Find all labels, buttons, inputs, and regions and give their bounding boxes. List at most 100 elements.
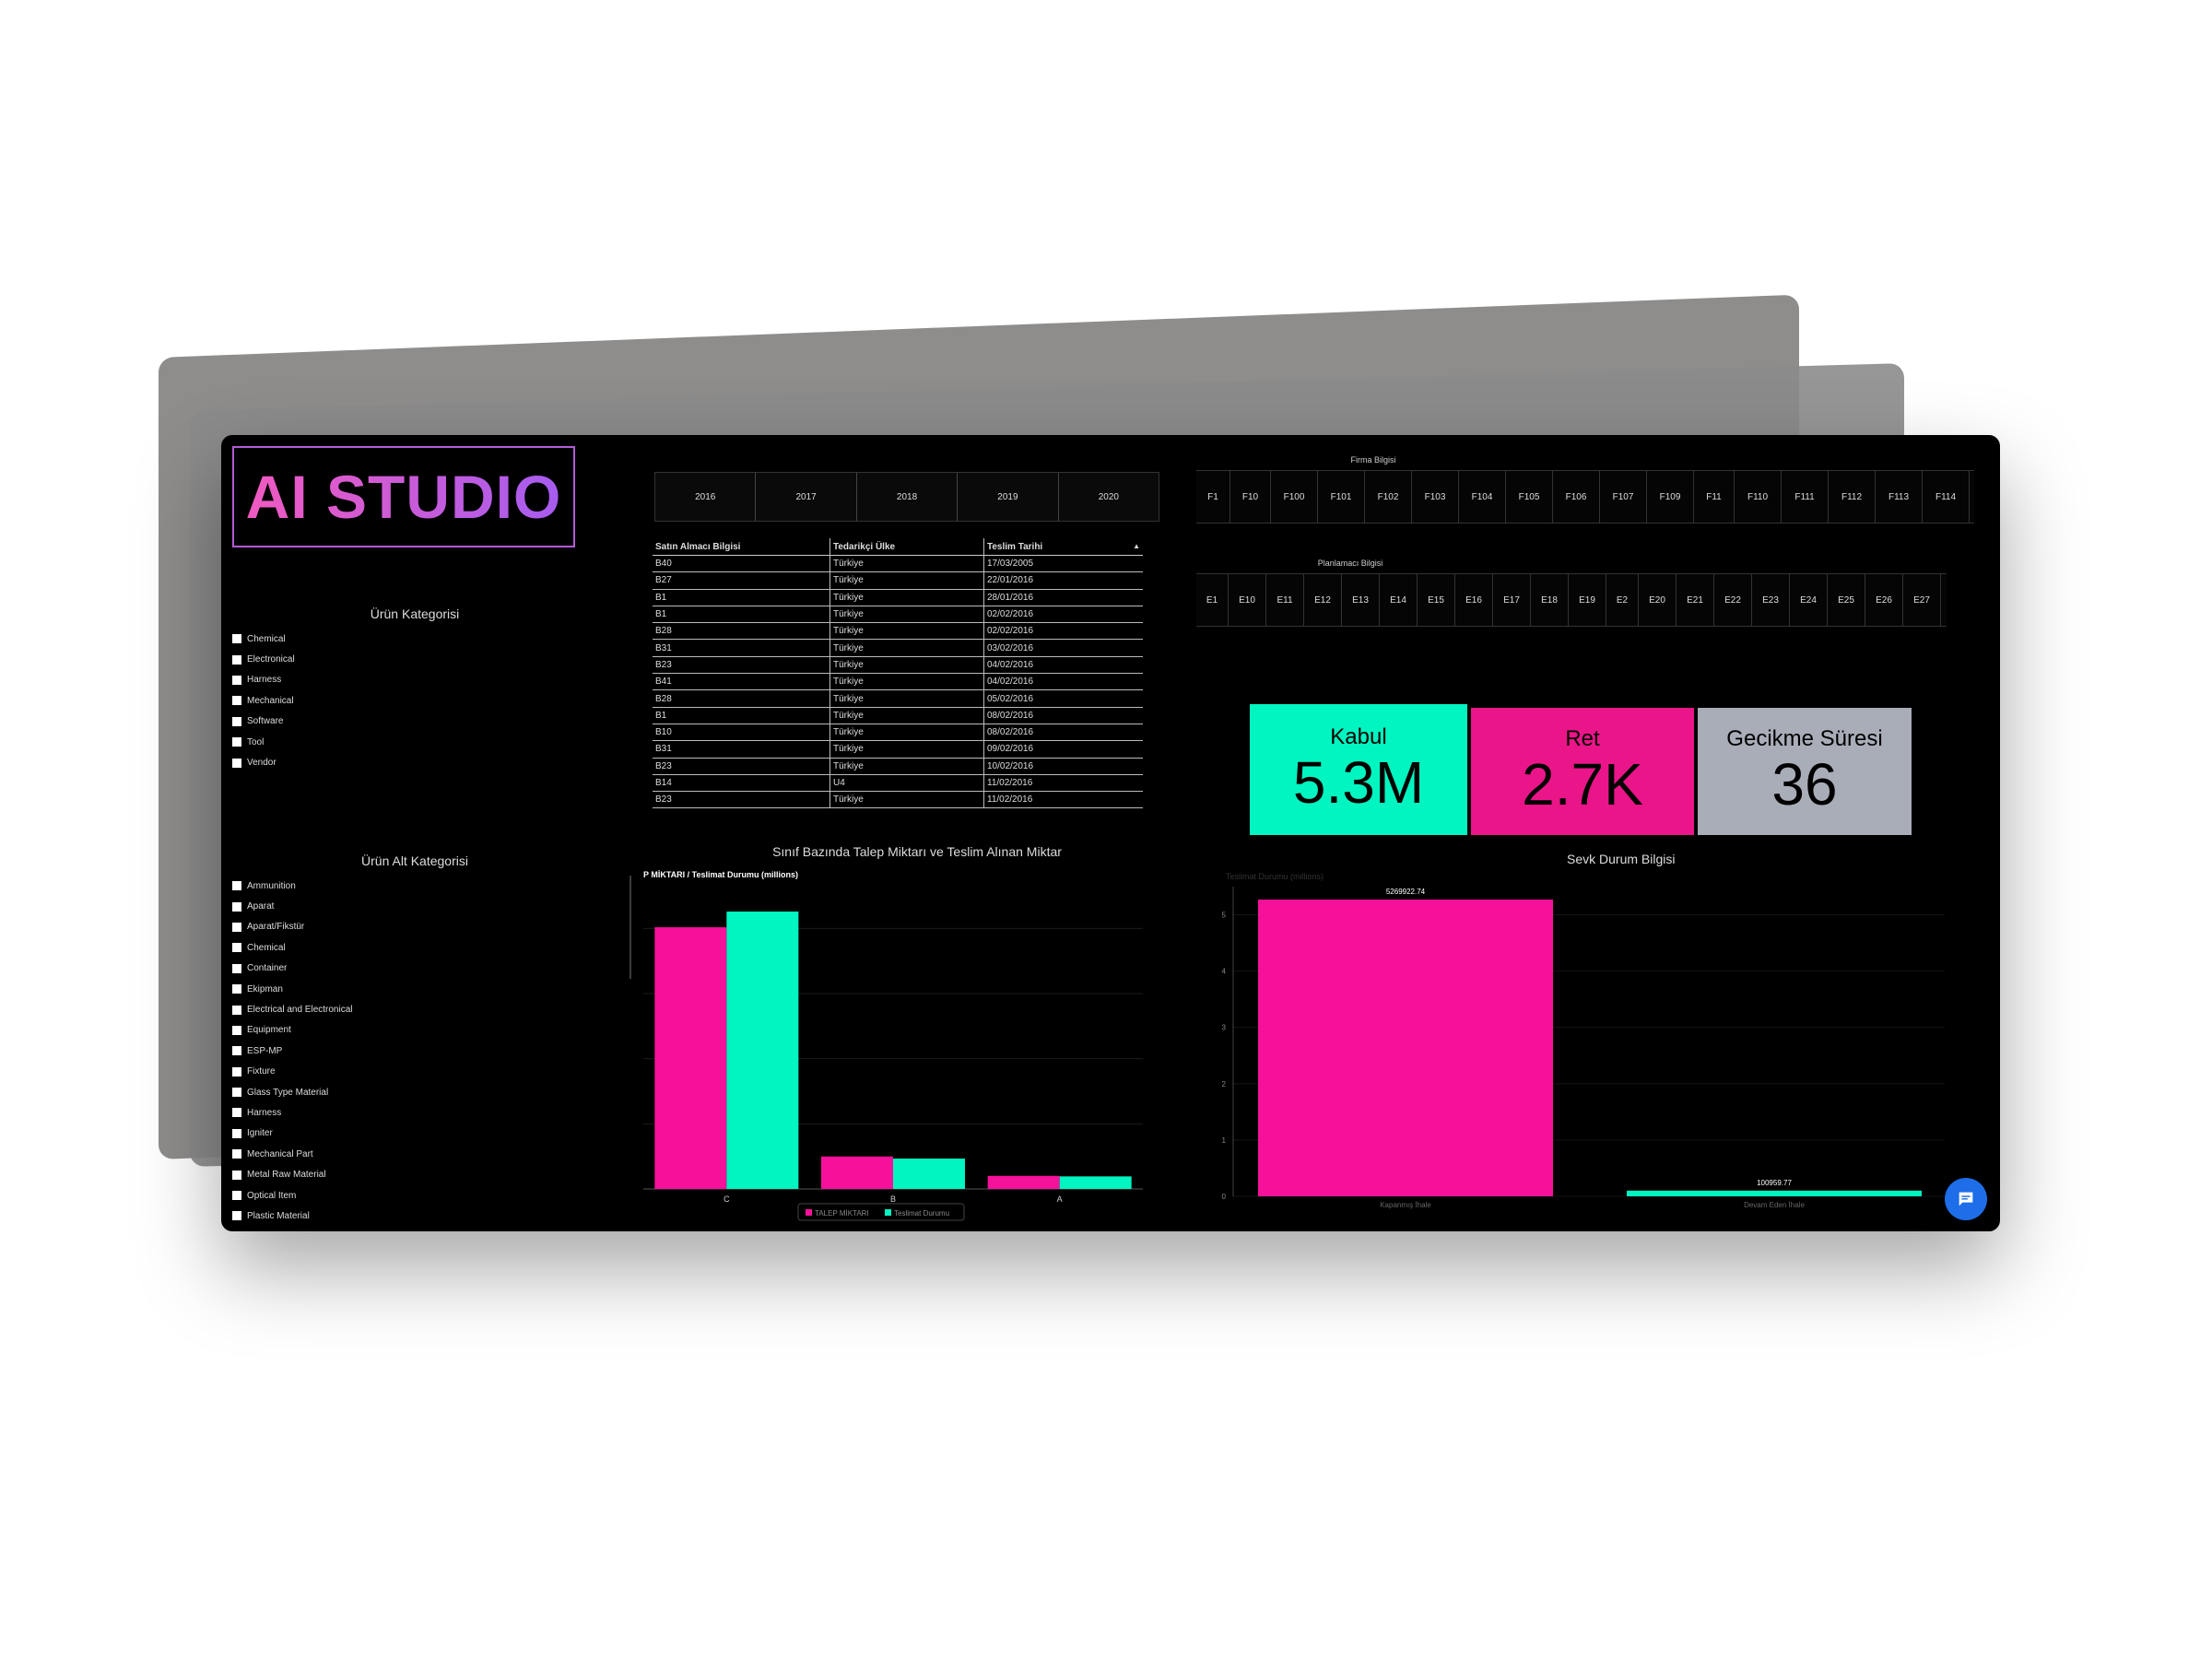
checkbox[interactable] bbox=[232, 1211, 241, 1221]
col-header-tedarikci-ulke[interactable]: Tedarikçi Ülke bbox=[830, 538, 984, 556]
chart1-legend-label[interactable]: Teslimat Durumu bbox=[894, 1209, 949, 1218]
table-row[interactable]: B23 Türkiye 11/02/2016 bbox=[653, 791, 1143, 809]
filter-chip-e24[interactable]: E24 bbox=[1790, 574, 1828, 626]
filter-chip-e11[interactable]: E11 bbox=[1266, 574, 1304, 626]
table-row[interactable]: B28 Türkiye 05/02/2016 bbox=[653, 689, 1143, 708]
filter-chip-e17[interactable]: E17 bbox=[1493, 574, 1531, 626]
filter-chip-e15[interactable]: E15 bbox=[1418, 574, 1455, 626]
filter-chip-f113[interactable]: F113 bbox=[1876, 471, 1923, 523]
chart1-bar-a-talep-mi-ktari[interactable] bbox=[987, 1175, 1060, 1189]
checkbox[interactable] bbox=[232, 696, 241, 706]
checkbox[interactable] bbox=[232, 1128, 241, 1138]
table-row[interactable]: B27 Türkiye 22/01/2016 bbox=[653, 571, 1143, 590]
checkbox[interactable] bbox=[232, 716, 241, 726]
filter-chip-f104[interactable]: F104 bbox=[1459, 471, 1506, 523]
chat-button[interactable] bbox=[1945, 1178, 1987, 1220]
checkbox-item-chemical[interactable]: Chemical bbox=[232, 937, 509, 958]
checkbox[interactable] bbox=[232, 922, 241, 932]
checkbox-item-chemical[interactable]: Chemical bbox=[232, 629, 509, 649]
checkbox-item-vendor[interactable]: Vendor bbox=[232, 752, 509, 772]
checkbox-item-ekipman[interactable]: Ekipman bbox=[232, 979, 509, 999]
chart1-legend-label[interactable]: TALEP MİKTARI bbox=[815, 1209, 869, 1218]
filter-chip-e22[interactable]: E22 bbox=[1714, 574, 1752, 626]
filter-chip-e26[interactable]: E26 bbox=[1865, 574, 1903, 626]
checkbox-item-optical-item[interactable]: Optical Item bbox=[232, 1185, 509, 1206]
checkbox[interactable] bbox=[232, 901, 241, 912]
filter-chip-f101[interactable]: F101 bbox=[1318, 471, 1365, 523]
year-button-2018[interactable]: 2018 bbox=[856, 473, 959, 521]
filter-chip-e13[interactable]: E13 bbox=[1342, 574, 1380, 626]
col-header-teslim-tarihi[interactable]: Teslim Tarihi ▲ bbox=[983, 538, 1143, 556]
filter-chip-e23[interactable]: E23 bbox=[1752, 574, 1790, 626]
table-row[interactable]: B23 Türkiye 04/02/2016 bbox=[653, 656, 1143, 675]
checkbox-item-plastic-material[interactable]: Plastic Material bbox=[232, 1206, 509, 1226]
checkbox[interactable] bbox=[232, 943, 241, 953]
filter-chip-f1[interactable]: F1 bbox=[1196, 471, 1230, 523]
table-row[interactable]: B23 Türkiye 10/02/2016 bbox=[653, 758, 1143, 775]
checkbox-item-esp-mp[interactable]: ESP-MP bbox=[232, 1041, 509, 1061]
checkbox[interactable] bbox=[232, 1025, 241, 1035]
chart1-bar-c-teslimat-durumu[interactable] bbox=[726, 912, 799, 1189]
checkbox-item-metal-raw-material[interactable]: Metal Raw Material bbox=[232, 1164, 509, 1184]
checkbox[interactable] bbox=[232, 984, 241, 994]
year-button-2020[interactable]: 2020 bbox=[1058, 473, 1159, 521]
filter-chip-f112[interactable]: F112 bbox=[1829, 471, 1876, 523]
filter-chip-f109[interactable]: F109 bbox=[1647, 471, 1694, 523]
filter-chip-e20[interactable]: E20 bbox=[1639, 574, 1677, 626]
year-button-2019[interactable]: 2019 bbox=[958, 473, 1059, 521]
checkbox[interactable] bbox=[232, 1149, 241, 1159]
table-row[interactable]: B41 Türkiye 04/02/2016 bbox=[653, 673, 1143, 691]
chart1-bar-b-teslimat-durumu[interactable] bbox=[893, 1159, 965, 1189]
checkbox-item-aparat[interactable]: Aparat bbox=[232, 896, 509, 916]
table-row[interactable]: B14 U4 11/02/2016 bbox=[653, 774, 1143, 793]
table-row[interactable]: B10 Türkiye 08/02/2016 bbox=[653, 724, 1143, 742]
filter-chip-e21[interactable]: E21 bbox=[1677, 574, 1714, 626]
filter-chip-e10[interactable]: E10 bbox=[1229, 574, 1266, 626]
checkbox-item-electronical[interactable]: Electronical bbox=[232, 649, 509, 669]
filter-chip-f100[interactable]: F100 bbox=[1271, 471, 1318, 523]
checkbox[interactable] bbox=[232, 1046, 241, 1056]
filter-chip-f10[interactable]: F10 bbox=[1230, 471, 1271, 523]
checkbox[interactable] bbox=[232, 634, 241, 644]
checkbox-item-electrical-and-electronical[interactable]: Electrical and Electronical bbox=[232, 999, 509, 1019]
filter-chip-f107[interactable]: F107 bbox=[1600, 471, 1647, 523]
filter-chip-f110[interactable]: F110 bbox=[1735, 471, 1782, 523]
filter-chip-f11[interactable]: F11 bbox=[1694, 471, 1735, 523]
checkbox[interactable] bbox=[232, 1108, 241, 1118]
checkbox-item-software[interactable]: Software bbox=[232, 712, 509, 732]
filter-chip-e14[interactable]: E14 bbox=[1380, 574, 1418, 626]
table-row[interactable]: B31 Türkiye 09/02/2016 bbox=[653, 740, 1143, 759]
sort-up-icon[interactable]: ▲ bbox=[1133, 541, 1140, 550]
checkbox-item-harness[interactable]: Harness bbox=[232, 670, 509, 690]
checkbox-item-equipment[interactable]: Equipment bbox=[232, 1020, 509, 1041]
checkbox-item-mechanical-part[interactable]: Mechanical Part bbox=[232, 1144, 509, 1164]
filter-chip-e1[interactable]: E1 bbox=[1196, 574, 1229, 626]
filter-chip-e16[interactable]: E16 bbox=[1455, 574, 1493, 626]
checkbox-item-aparat-fikst-r[interactable]: Aparat/Fikstür bbox=[232, 917, 509, 937]
checkbox[interactable] bbox=[232, 675, 241, 685]
checkbox[interactable] bbox=[232, 1088, 241, 1098]
checkbox[interactable] bbox=[232, 881, 241, 891]
table-row[interactable]: B1 Türkiye 28/01/2016 bbox=[653, 589, 1143, 606]
filter-chip-f115[interactable]: F115 bbox=[1970, 471, 1974, 523]
filter-chip-e28[interactable]: E28 bbox=[1941, 574, 1947, 626]
checkbox[interactable] bbox=[232, 963, 241, 973]
filter-chip-f106[interactable]: F106 bbox=[1553, 471, 1600, 523]
filter-chip-e19[interactable]: E19 bbox=[1569, 574, 1606, 626]
filter-chip-e12[interactable]: E12 bbox=[1304, 574, 1342, 626]
filter-chip-e18[interactable]: E18 bbox=[1531, 574, 1569, 626]
filter-chip-e25[interactable]: E25 bbox=[1828, 574, 1865, 626]
filter-chip-e27[interactable]: E27 bbox=[1903, 574, 1941, 626]
checkbox[interactable] bbox=[232, 1005, 241, 1015]
checkbox-item-tool[interactable]: Tool bbox=[232, 732, 509, 752]
filter-chip-f111[interactable]: F111 bbox=[1782, 471, 1829, 523]
checkbox-item-mechanical[interactable]: Mechanical bbox=[232, 690, 509, 711]
filter-chip-f105[interactable]: F105 bbox=[1506, 471, 1553, 523]
year-button-2016[interactable]: 2016 bbox=[655, 473, 757, 521]
col-header-satin-almaci[interactable]: Satın Almacı Bilgisi bbox=[653, 538, 830, 556]
filter-chip-f103[interactable]: F103 bbox=[1412, 471, 1459, 523]
filter-chip-f102[interactable]: F102 bbox=[1365, 471, 1412, 523]
chart1-bar-b-talep-mi-ktari[interactable] bbox=[821, 1156, 893, 1189]
table-row[interactable]: B1 Türkiye 02/02/2016 bbox=[653, 606, 1143, 624]
checkbox-item-ammunition[interactable]: Ammunition bbox=[232, 876, 509, 896]
